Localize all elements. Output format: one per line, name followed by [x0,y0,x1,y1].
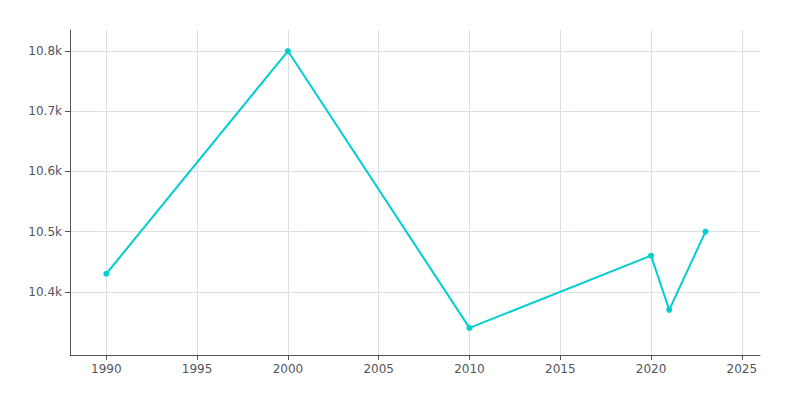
svg-text:1995: 1995 [182,362,213,376]
svg-text:2020: 2020 [636,362,667,376]
svg-text:2010: 2010 [454,362,485,376]
svg-text:2000: 2000 [273,362,304,376]
svg-text:10.5k: 10.5k [28,225,62,239]
svg-text:1990: 1990 [91,362,122,376]
svg-text:10.8k: 10.8k [28,44,62,58]
svg-text:10.7k: 10.7k [28,104,62,118]
svg-text:10.4k: 10.4k [28,285,62,299]
svg-text:2025: 2025 [727,362,758,376]
svg-text:2005: 2005 [363,362,394,376]
svg-text:2015: 2015 [545,362,576,376]
svg-text:10.6k: 10.6k [28,164,62,178]
